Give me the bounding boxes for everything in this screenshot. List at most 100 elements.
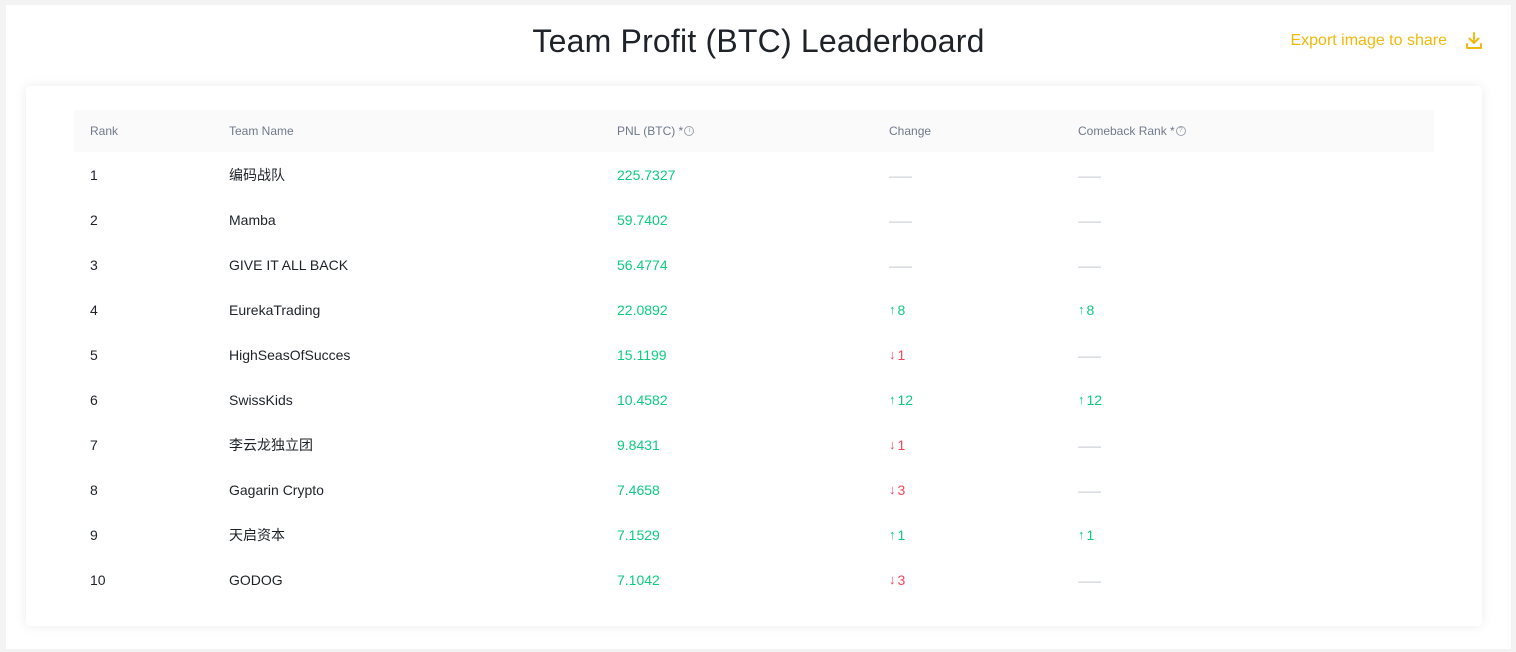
- table-row: 2 Mamba 59.7402 —— ——: [74, 197, 1434, 242]
- arrow-down-icon: ↓: [889, 347, 896, 363]
- team-name-cell: 天启资本: [229, 526, 285, 543]
- arrow-down-icon: ↓: [889, 482, 896, 498]
- comeback-rank-cell: ——: [1078, 347, 1378, 363]
- change-cell: ↑ 1: [889, 526, 1078, 543]
- rank-cell: 6: [90, 391, 98, 408]
- arrow-up-icon: ↑: [889, 527, 896, 543]
- pnl-cell: 22.0892: [617, 301, 668, 318]
- column-header-pnl: PNL (BTC) * i: [617, 124, 889, 138]
- column-header-team: Team Name: [229, 124, 294, 138]
- pnl-info-icon[interactable]: i: [684, 126, 695, 136]
- table-row: 8 Gagarin Crypto 7.4658 ↓ 3 ——: [74, 467, 1434, 512]
- table-row: 4 EurekaTrading 22.0892 ↑ 8 ↑ 8: [74, 287, 1434, 332]
- team-name-cell: EurekaTrading: [229, 301, 321, 318]
- table-row: 1 编码战队 225.7327 —— ——: [74, 152, 1434, 197]
- rank-down: ↓ 3: [889, 572, 905, 588]
- change-cell: ——: [889, 257, 1078, 273]
- column-header-pnl-label: PNL (BTC) *: [617, 124, 684, 138]
- rank-cell: 7: [90, 436, 98, 453]
- comeback-rank-cell: ——: [1078, 167, 1378, 183]
- comeback-rank-cell: ——: [1078, 212, 1378, 228]
- export-image-button[interactable]: Export image to share: [1290, 31, 1483, 51]
- column-header-comeback-label: Comeback Rank *: [1078, 124, 1175, 138]
- change-value: 1: [897, 526, 906, 543]
- empty-dash: ——: [889, 258, 912, 273]
- change-cell: ↓ 1: [889, 346, 1078, 363]
- rank-cell: 5: [90, 346, 98, 363]
- change-cell: ↓ 1: [889, 436, 1078, 453]
- pnl-cell: 7.1042: [617, 571, 660, 588]
- download-icon: [1465, 31, 1483, 51]
- change-value: 8: [897, 301, 906, 318]
- column-header-rank: Rank: [90, 124, 119, 138]
- change-value: 1: [1086, 526, 1095, 543]
- change-cell: ↑ 12: [889, 391, 1078, 408]
- rank-up: ↑ 12: [1078, 392, 1102, 408]
- arrow-up-icon: ↑: [889, 392, 896, 408]
- pnl-cell: 59.7402: [617, 211, 668, 228]
- table-row: 7 李云龙独立团 9.8431 ↓ 1 ——: [74, 422, 1434, 467]
- pnl-cell: 10.4582: [617, 391, 668, 408]
- empty-dash: ——: [1078, 438, 1101, 453]
- change-value: 12: [897, 391, 914, 408]
- rank-cell: 10: [90, 571, 106, 588]
- rank-up: ↑ 8: [889, 302, 905, 318]
- rank-cell: 9: [90, 526, 98, 543]
- arrow-up-icon: ↑: [1078, 302, 1085, 318]
- arrow-down-icon: ↓: [889, 437, 896, 453]
- empty-dash: ——: [1078, 483, 1101, 498]
- table-row: 9 天启资本 7.1529 ↑ 1 ↑ 1: [74, 512, 1434, 557]
- table-row: 6 SwissKids 10.4582 ↑ 12 ↑ 12: [74, 377, 1434, 422]
- comeback-rank-cell: ↑ 8: [1078, 301, 1378, 318]
- rank-cell: 8: [90, 481, 98, 498]
- pnl-cell: 15.1199: [617, 346, 667, 363]
- rank-up: ↑ 12: [889, 392, 913, 408]
- table-header: Rank Team Name PNL (BTC) * i Change Come…: [74, 110, 1434, 152]
- comeback-rank-cell: ↑ 1: [1078, 526, 1378, 543]
- empty-dash: ——: [889, 213, 912, 228]
- column-header-comeback: Comeback Rank * ?: [1078, 124, 1378, 138]
- comeback-rank-cell: ——: [1078, 572, 1378, 588]
- change-value: 12: [1086, 391, 1103, 408]
- pnl-cell: 9.8431: [617, 436, 660, 453]
- empty-dash: ——: [1078, 573, 1101, 588]
- comeback-info-icon[interactable]: ?: [1175, 126, 1186, 136]
- rank-up: ↑ 1: [889, 527, 905, 543]
- arrow-up-icon: ↑: [1078, 392, 1085, 408]
- team-name-cell: Mamba: [229, 211, 276, 228]
- comeback-rank-cell: ——: [1078, 437, 1378, 453]
- leaderboard-page: Team Profit (BTC) Leaderboard Export ima…: [6, 5, 1511, 649]
- rank-up: ↑ 8: [1078, 302, 1094, 318]
- empty-dash: ——: [1078, 348, 1101, 363]
- comeback-rank-cell: ——: [1078, 257, 1378, 273]
- change-value: 1: [897, 436, 906, 453]
- rank-cell: 2: [90, 211, 98, 228]
- change-cell: ——: [889, 167, 1078, 183]
- change-cell: ↑ 8: [889, 301, 1078, 318]
- pnl-cell: 225.7327: [617, 166, 676, 183]
- change-cell: ↓ 3: [889, 571, 1078, 588]
- table-row: 5 HighSeasOfSucces 15.1199 ↓ 1 ——: [74, 332, 1434, 377]
- rank-cell: 3: [90, 256, 98, 273]
- pnl-cell: 7.1529: [617, 526, 660, 543]
- arrow-up-icon: ↑: [889, 302, 896, 318]
- team-name-cell: GIVE IT ALL BACK: [229, 256, 349, 273]
- team-name-cell: GODOG: [229, 571, 283, 588]
- arrow-down-icon: ↓: [889, 572, 896, 588]
- team-name-cell: 编码战队: [229, 166, 285, 183]
- rank-down: ↓ 1: [889, 347, 905, 363]
- change-value: 8: [1086, 301, 1095, 318]
- arrow-up-icon: ↑: [1078, 527, 1085, 543]
- table-body: 1 编码战队 225.7327 —— —— 2 Mamba 59.7402 —— —— 3 GIVE …: [74, 152, 1434, 602]
- pnl-cell: 7.4658: [617, 481, 660, 498]
- table-row: 3 GIVE IT ALL BACK 56.4774 —— ——: [74, 242, 1434, 287]
- change-value: 3: [897, 481, 906, 498]
- empty-dash: ——: [1078, 258, 1101, 273]
- leaderboard-table: Rank Team Name PNL (BTC) * i Change Come…: [74, 110, 1434, 602]
- empty-dash: ——: [1078, 213, 1101, 228]
- rank-cell: 1: [90, 166, 98, 183]
- team-name-cell: SwissKids: [229, 391, 293, 408]
- comeback-rank-cell: ——: [1078, 482, 1378, 498]
- team-name-cell: HighSeasOfSucces: [229, 346, 351, 363]
- page-title: Team Profit (BTC) Leaderboard: [532, 23, 985, 59]
